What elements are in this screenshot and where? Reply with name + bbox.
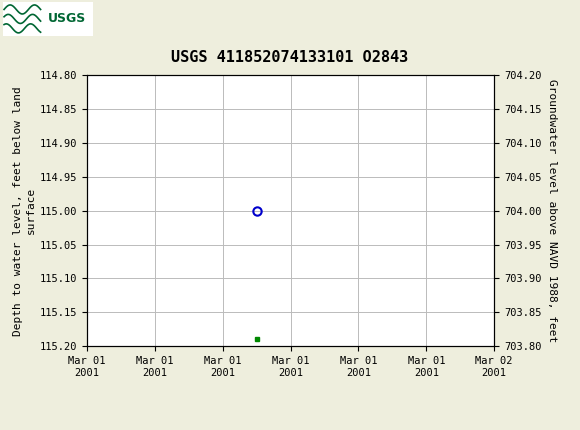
Y-axis label: Depth to water level, feet below land
surface: Depth to water level, feet below land su… — [13, 86, 35, 335]
Text: USGS 411852074133101 O2843: USGS 411852074133101 O2843 — [171, 50, 409, 64]
Text: USGS: USGS — [48, 12, 86, 25]
Y-axis label: Groundwater level above NAVD 1988, feet: Groundwater level above NAVD 1988, feet — [547, 79, 557, 342]
FancyBboxPatch shape — [3, 2, 93, 36]
Legend: Period of approved data: Period of approved data — [180, 425, 401, 430]
